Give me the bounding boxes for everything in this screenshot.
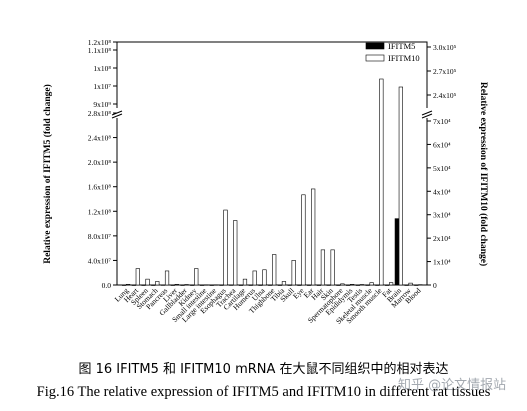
bar-ifitm5-thighbone — [268, 284, 273, 286]
y-left-tick-label: 9x10⁹ — [93, 100, 111, 109]
bar-ifitm10-large-intestine — [213, 284, 218, 286]
bar-ifitm5-ear — [307, 284, 312, 286]
y-left-tick-label: 0.0 — [102, 281, 112, 290]
bar-ifitm5-liver — [170, 284, 175, 286]
bar-ifitm10-skull — [291, 260, 296, 286]
bar-ifitm5-ulna — [258, 284, 263, 286]
y-axis-right-label: Relative expression of IFITM10 (fold cha… — [478, 82, 489, 266]
y-right-tick-label: 7x10⁴ — [433, 117, 451, 126]
y-right-tick-label: 4x10⁴ — [433, 187, 451, 196]
bar-ifitm5-brain — [394, 218, 399, 286]
bar-ifitm5-epididymis — [346, 284, 351, 286]
y-left-tick-label: 1x10⁸ — [93, 64, 111, 73]
y-left-tick-label: 1.1x10⁸ — [88, 46, 112, 55]
y-right-tick-label: 2x10⁴ — [433, 234, 451, 243]
bar-ifitm5-heart — [131, 284, 136, 286]
y-left-tick-label: 2.8x10⁸ — [88, 109, 112, 118]
y-axis-left-label: Relative expression of IFITM5 (fold chan… — [42, 84, 53, 264]
y-left-tick-label: 1x10⁷ — [93, 82, 111, 91]
bar-ifitm10-heart — [135, 268, 140, 286]
bar-ifitm5-trachea — [229, 284, 234, 286]
bar-ifitm10-blood — [418, 284, 423, 286]
bar-ifitm5-large-intestine — [209, 284, 214, 286]
bar-ifitm10-tibia — [281, 281, 287, 286]
bar-ifitm5-pancreas — [160, 284, 166, 286]
bar-ifitm5-lung — [121, 284, 127, 286]
bar-ifitm5-smooth-muscle — [375, 284, 380, 286]
bar-ifitm5-spermatophore — [336, 284, 341, 286]
y-right-tick-label: 6x10⁴ — [433, 140, 451, 149]
y-left-tick-label: 1.2x10⁸ — [88, 38, 112, 47]
bar-ifitm5-eye — [297, 284, 302, 286]
y-left-tick-label: 4.0x10⁷ — [88, 256, 112, 265]
bar-ifitm5-gallbladder — [180, 284, 185, 286]
bar-ifitm10-ear — [311, 188, 316, 286]
bar-ifitm10-fat — [389, 282, 394, 286]
bar-ifitm10-hair — [320, 249, 326, 286]
bar-ifitm5-kidney — [190, 284, 195, 286]
bar-ifitm10-spleen — [145, 278, 150, 286]
axis-break-mark — [111, 113, 123, 119]
bar-ifitm10-marrow — [408, 282, 413, 286]
bar-chart: 0.0 4.0x10⁷ 8.0x10⁷ 1.2x10⁸ 1.6x10⁸ 2.0x10⁸ 2.… — [42, 38, 489, 326]
bar-ifitm5-tibia — [277, 284, 283, 286]
bar-ifitm5-spleen — [141, 284, 146, 286]
y-left-tick-label: 2.4x10⁸ — [88, 134, 112, 143]
bar-ifitm5-skin — [326, 284, 331, 286]
bar-ifitm5-skull — [287, 284, 292, 286]
bar-ifitm5-skeletal-muscle — [365, 284, 370, 286]
bar-ifitm5-humerus — [248, 284, 253, 286]
bar-ifitm5-blood — [414, 284, 419, 286]
legend-swatch-ifitm5 — [365, 42, 385, 50]
y-right-tick-label: 2.7x10⁵ — [433, 67, 457, 76]
bar-ifitm10-lung — [125, 283, 131, 286]
bar-ifitm10-brain — [398, 86, 403, 286]
bar-ifitm5-hair — [316, 284, 322, 286]
y-right-tick-label: 2.4x10⁵ — [433, 91, 457, 100]
bar-ifitm10-skeletal-muscle — [369, 282, 374, 286]
y-left-tick-label: 1.2x10⁸ — [88, 207, 112, 216]
bar-ifitm10-liver — [174, 283, 179, 286]
bar-ifitm5-fat — [385, 284, 390, 286]
bar-ifitm10-kidney — [194, 268, 199, 286]
figure-caption-chinese: 图 16 IFITM5 和 IFITM10 mRNA 在大鼠不同组织中的相对表达 — [78, 362, 449, 377]
bar-ifitm5-marrow — [404, 284, 409, 286]
figure-caption-english: Fig.16 The relative expression of IFITM5… — [36, 384, 491, 400]
bar-ifitm10-eye — [301, 194, 306, 286]
bar-ifitm5-stomach — [151, 284, 156, 286]
y-right-tick-label: 3x10⁴ — [433, 211, 451, 220]
bar-ifitm10-small-intestine — [203, 284, 209, 286]
legend-label-ifitm10: IFITM10 — [388, 53, 420, 63]
y-left-tick-label: 8.0x10⁷ — [88, 232, 112, 241]
bar-ifitm10-esophagus — [223, 209, 228, 286]
bar-ifitm10-thighbone — [272, 254, 277, 286]
y-right-tick-label: 3.0x10⁵ — [433, 43, 457, 52]
bar-ifitm5-esophagus — [219, 284, 224, 286]
y-left-tick-label: 1.6x10⁸ — [88, 183, 112, 192]
axis-break-mark — [421, 113, 433, 119]
y-right-tick-label: 1x10⁴ — [433, 258, 451, 267]
bar-ifitm10-gallbladder — [184, 284, 189, 286]
legend-label-ifitm5: IFITM5 — [388, 41, 415, 51]
axis-break-mark — [421, 110, 433, 116]
bar-ifitm10-cartilage — [242, 278, 248, 286]
bar-ifitm10-smooth-muscle — [379, 78, 384, 286]
bar-ifitm10-skin — [330, 249, 335, 286]
y-right-tick-label: 0 — [433, 281, 437, 290]
bar-ifitm10-spermatophore — [340, 283, 345, 286]
bar-ifitm10-trachea — [233, 220, 238, 286]
bar-ifitm10-testis — [359, 284, 364, 286]
bar-ifitm10-ulna — [262, 269, 267, 286]
bar-ifitm5-cartilage — [238, 284, 244, 286]
bar-ifitm10-humerus — [252, 270, 257, 286]
bar-ifitm5-testis — [355, 284, 360, 286]
bar-ifitm10-stomach — [155, 281, 160, 286]
y-right-tick-label: 5x10⁴ — [433, 164, 451, 173]
y-left-tick-label: 2.0x10⁸ — [88, 158, 112, 167]
bar-ifitm10-pancreas — [164, 270, 170, 286]
bar-ifitm5-small-intestine — [199, 284, 205, 286]
watermark: 知乎 @论文情报站 — [398, 378, 507, 393]
bar-ifitm10-epididymis — [350, 283, 355, 286]
legend-swatch-ifitm10 — [365, 54, 385, 62]
